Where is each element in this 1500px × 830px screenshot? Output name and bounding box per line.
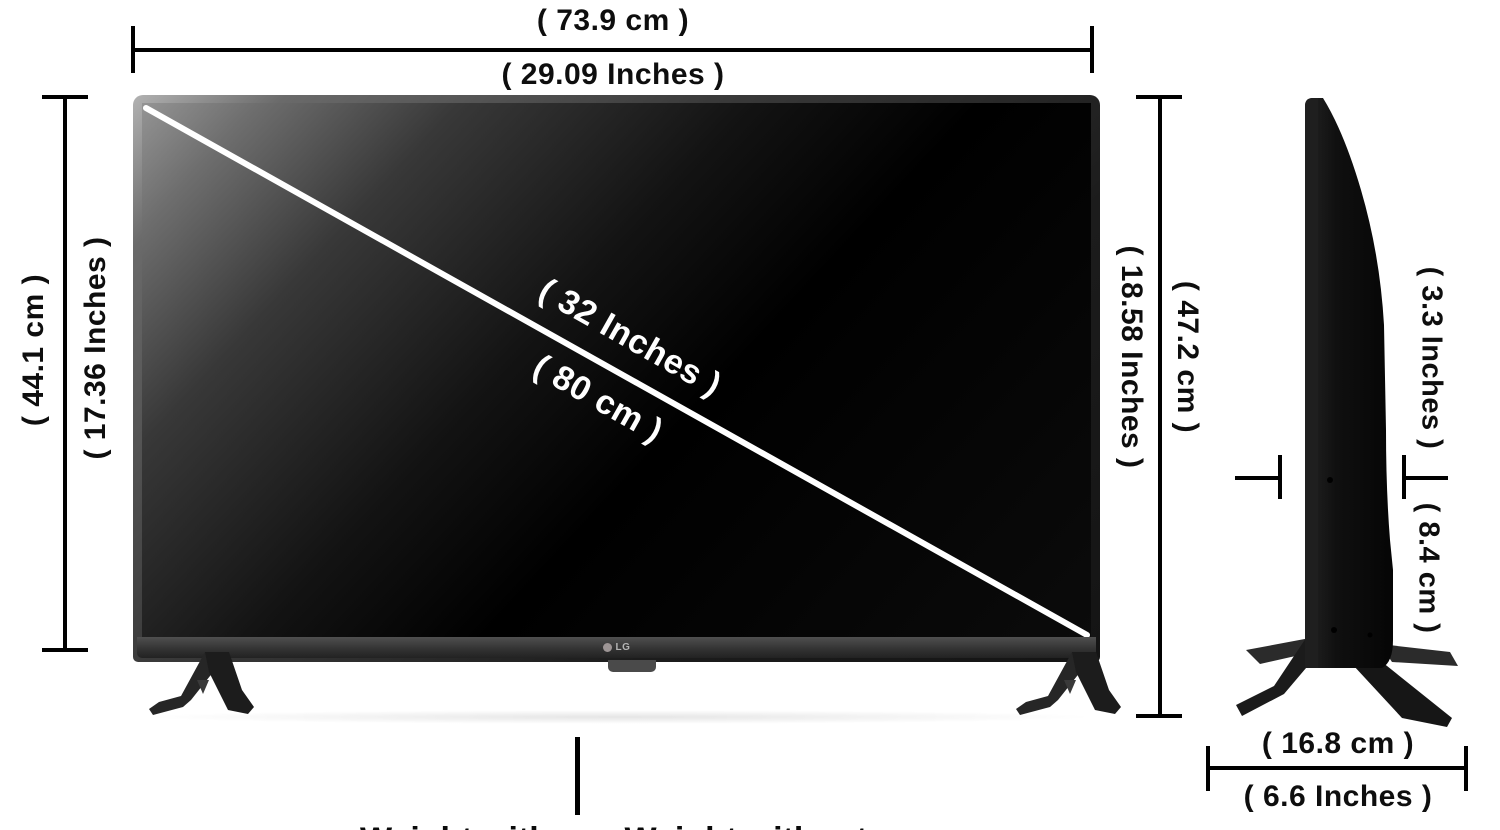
- stand-depth-endcap-right: [1464, 746, 1468, 791]
- stand-depth-inches-label: ( 6.6 Inches ): [1243, 780, 1433, 813]
- tv-shadow: [140, 710, 1100, 724]
- stand-mount-tab: [608, 660, 656, 672]
- tv-screen: [142, 103, 1091, 639]
- tv-side-view: [1236, 98, 1458, 727]
- width-measure-endcap-right: [1090, 26, 1094, 73]
- panel-height-measure-line: [63, 97, 67, 650]
- width-measure-line: [133, 48, 1094, 52]
- stand-depth-cm-label: ( 16.8 cm ): [1261, 727, 1415, 760]
- panel-height-endcap-bottom: [42, 648, 88, 652]
- lg-logo-text: LG: [615, 642, 631, 653]
- diagonal-measure-line: [143, 105, 1090, 638]
- tv-left-foot: [149, 652, 254, 715]
- tv-right-foot: [1016, 652, 1121, 715]
- total-height-measure-line: [1158, 97, 1162, 718]
- width-cm-label: ( 73.9 cm ): [536, 4, 690, 37]
- depth-mark-left-line: [1235, 476, 1281, 480]
- weight-with-stand: Weight with Stand - 3.6 Kg: [320, 725, 590, 830]
- depth-cm-label: ( 8.4 cm ): [1412, 502, 1445, 634]
- weight-with-stand-line1: Weight with: [320, 817, 590, 830]
- panel-height-endcap-top: [42, 95, 88, 99]
- weight-divider: [575, 737, 580, 815]
- weight-without-stand: Weight without Stand - 3.5 Kg: [596, 725, 896, 830]
- depth-mark-right-line: [1402, 476, 1448, 480]
- panel-height-inches-label: ( 17.36 Inches ): [79, 236, 112, 460]
- width-inches-label: ( 29.09 Inches ): [501, 58, 725, 91]
- stand-depth-measure-line: [1207, 766, 1468, 770]
- weight-without-stand-line1: Weight without: [596, 817, 896, 830]
- total-height-cm-label: ( 47.2 cm ): [1171, 280, 1204, 434]
- total-height-inches-label: ( 18.58 Inches ): [1115, 245, 1148, 469]
- lg-logo-icon: [602, 643, 612, 652]
- total-height-endcap-top: [1136, 95, 1182, 99]
- total-height-endcap-bottom: [1136, 714, 1182, 718]
- width-measure-endcap-left: [131, 26, 135, 73]
- tv-front-view: LG: [133, 95, 1100, 662]
- tv-bottom-bezel: LG: [137, 637, 1096, 658]
- depth-mark-left-tick: [1278, 455, 1282, 499]
- stand-depth-endcap-left: [1206, 746, 1210, 791]
- panel-height-cm-label: ( 44.1 cm ): [17, 273, 50, 427]
- depth-inches-label: ( 3.3 Inches ): [1415, 266, 1448, 450]
